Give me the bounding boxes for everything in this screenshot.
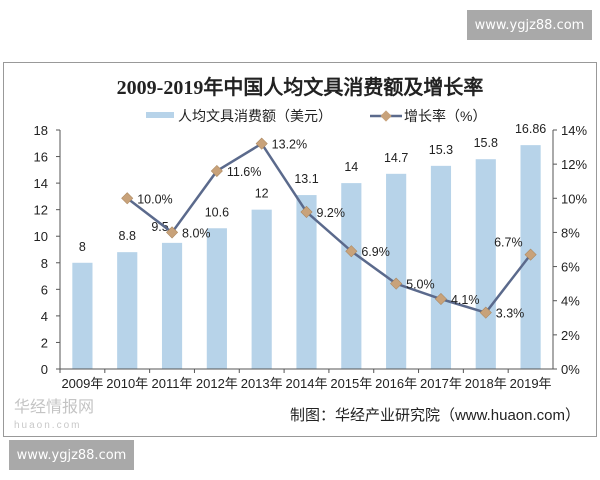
x-tick-label: 2019年: [510, 376, 552, 391]
right-tick-label: 0%: [561, 362, 580, 377]
growth-marker: [300, 205, 313, 218]
growth-data-label: 6.9%: [361, 245, 390, 259]
right-tick-label: 2%: [561, 328, 580, 343]
bar: [430, 165, 452, 369]
growth-data-label: 9.2%: [317, 206, 346, 220]
bar: [475, 159, 496, 369]
left-tick-label: 8: [41, 256, 48, 271]
growth-line: [126, 141, 532, 315]
left-tick-label: 4: [41, 309, 48, 324]
bar-data-label: 13.1: [294, 172, 318, 186]
bar: [341, 183, 362, 369]
growth-marker: [390, 277, 403, 290]
bar-data-label: 10.6: [205, 205, 229, 219]
left-tick-label: 6: [41, 282, 48, 297]
left-tick-label: 10: [34, 229, 48, 244]
bar-data-label: 15.8: [474, 136, 498, 150]
growth-data-label: 10.0%: [137, 192, 172, 206]
growth-marker: [210, 164, 223, 177]
growth-data-label: 4.1%: [451, 293, 480, 307]
bar-data-label: 9.5: [151, 220, 168, 234]
chart-frame: [3, 62, 597, 437]
x-tick-label: 2018年: [465, 376, 507, 391]
source-note: 制图：华经产业研究院（www.huaon.com）: [290, 406, 580, 424]
bar: [117, 252, 138, 369]
right-tick-label: 10%: [561, 191, 587, 206]
growth-marker: [345, 245, 358, 258]
growth-marker: [434, 292, 447, 306]
bar-data-label: 14.7: [384, 151, 408, 165]
growth-marker: [255, 137, 268, 150]
bar: [161, 242, 183, 369]
growth-marker: [166, 226, 179, 239]
legend: 人均文具消费额（美元） 增长率（%）: [146, 108, 486, 124]
growth-data-label: 8.0%: [182, 226, 211, 240]
left-tick-label: 12: [34, 203, 48, 218]
legend-line-marker: [380, 110, 392, 122]
bar: [296, 195, 317, 369]
legend-line-label: 增长率（%）: [404, 108, 486, 124]
watermark-badge-top: www.ygjz88.com: [467, 10, 592, 40]
bar-data-label: 15.3: [429, 143, 453, 157]
x-tick-label: 2012年: [196, 376, 238, 391]
right-tick-label: 4%: [561, 294, 580, 309]
growth-marker: [121, 192, 134, 205]
x-tick-label: 2014年: [286, 376, 328, 391]
growth-data-label: 6.7%: [494, 236, 523, 250]
bar: [72, 262, 93, 369]
x-tick-label: 2015年: [330, 376, 372, 391]
growth-data-label: 5.0%: [406, 278, 435, 292]
right-tick-label: 14%: [561, 123, 587, 138]
growth-data-label: 11.6%: [227, 165, 262, 179]
x-tick-label: 2016年: [375, 376, 417, 391]
x-tick-label: 2011年: [152, 376, 193, 391]
bar: [251, 209, 272, 369]
bar-data-label: 14: [344, 160, 358, 174]
watermark-badge-bottom: www.ygjz88.com: [9, 440, 134, 470]
left-tick-label: 16: [34, 150, 48, 165]
bar: [206, 228, 227, 369]
x-tick-label: 2013年: [241, 376, 283, 391]
growth-marker: [524, 248, 537, 261]
x-tick-label: 2010年: [106, 376, 148, 391]
bar-data-label: 8.8: [119, 229, 136, 243]
left-tick-label: 2: [41, 335, 48, 350]
right-tick-label: 6%: [561, 260, 580, 275]
growth-marker: [479, 306, 492, 319]
left-tick-label: 18: [34, 123, 48, 138]
logo-watermark-sub: huaon.com: [14, 420, 81, 431]
legend-bar-swatch: [146, 112, 174, 118]
right-tick-label: 12%: [561, 157, 587, 172]
growth-data-label: 13.2%: [272, 138, 307, 152]
bar-data-label: 12: [255, 187, 269, 201]
left-tick-label: 14: [34, 176, 48, 191]
x-tick-label: 2017年: [420, 376, 462, 391]
growth-data-label: 3.3%: [496, 307, 524, 321]
x-tick-label: 2009年: [61, 376, 103, 391]
bar: [386, 173, 407, 369]
bar-data-label: 8: [79, 240, 86, 254]
bar-data-label: 16.86: [515, 122, 546, 136]
legend-bar-label: 人均文具消费额（美元）: [178, 108, 332, 124]
logo-watermark: 华经情报网: [14, 398, 94, 416]
left-tick-label: 0: [41, 362, 48, 377]
chart-title: 2009-2019年中国人均文具消费额及增长率: [117, 75, 484, 99]
right-tick-label: 8%: [561, 225, 580, 240]
